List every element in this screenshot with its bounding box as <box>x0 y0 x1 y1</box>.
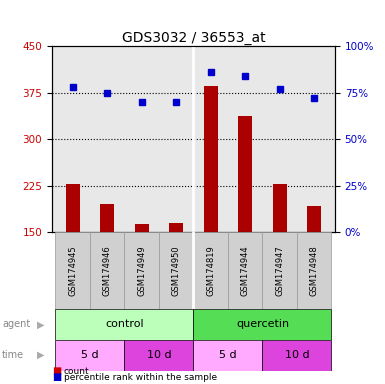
Text: 5 d: 5 d <box>81 350 99 360</box>
Text: percentile rank within the sample: percentile rank within the sample <box>64 373 217 382</box>
Text: quercetin: quercetin <box>236 319 289 329</box>
Bar <box>159 232 193 309</box>
Text: agent: agent <box>2 319 30 329</box>
Text: 10 d: 10 d <box>147 350 171 360</box>
Bar <box>194 232 228 309</box>
Text: GSM174949: GSM174949 <box>137 245 146 296</box>
Bar <box>263 340 331 371</box>
Bar <box>55 309 194 340</box>
Text: GSM174945: GSM174945 <box>68 245 77 296</box>
Bar <box>124 232 159 309</box>
Bar <box>100 204 114 232</box>
Text: ▶: ▶ <box>37 350 44 360</box>
Text: time: time <box>2 350 24 360</box>
Bar <box>297 232 331 309</box>
Text: ■: ■ <box>52 366 61 376</box>
Text: ■: ■ <box>52 372 61 382</box>
Bar <box>238 116 252 232</box>
Bar <box>273 184 287 232</box>
Bar <box>55 340 124 371</box>
Bar <box>90 232 124 309</box>
Bar <box>307 205 321 232</box>
Text: GSM174950: GSM174950 <box>172 245 181 296</box>
Bar <box>135 224 149 232</box>
Bar <box>124 340 194 371</box>
Text: control: control <box>105 319 144 329</box>
Bar <box>263 232 297 309</box>
Bar <box>204 86 218 232</box>
Text: ▶: ▶ <box>37 319 44 329</box>
Bar <box>55 232 90 309</box>
Bar <box>169 223 183 232</box>
Text: GSM174946: GSM174946 <box>103 245 112 296</box>
Text: GSM174947: GSM174947 <box>275 245 284 296</box>
Text: 5 d: 5 d <box>219 350 237 360</box>
Bar <box>194 340 263 371</box>
Text: count: count <box>64 367 89 376</box>
Text: GSM174948: GSM174948 <box>310 245 319 296</box>
Text: 10 d: 10 d <box>285 350 309 360</box>
Bar <box>66 184 80 232</box>
Text: GSM174944: GSM174944 <box>241 245 250 296</box>
Bar <box>194 309 331 340</box>
Text: GSM174819: GSM174819 <box>206 245 215 296</box>
Bar <box>228 232 263 309</box>
Title: GDS3032 / 36553_at: GDS3032 / 36553_at <box>122 31 265 45</box>
